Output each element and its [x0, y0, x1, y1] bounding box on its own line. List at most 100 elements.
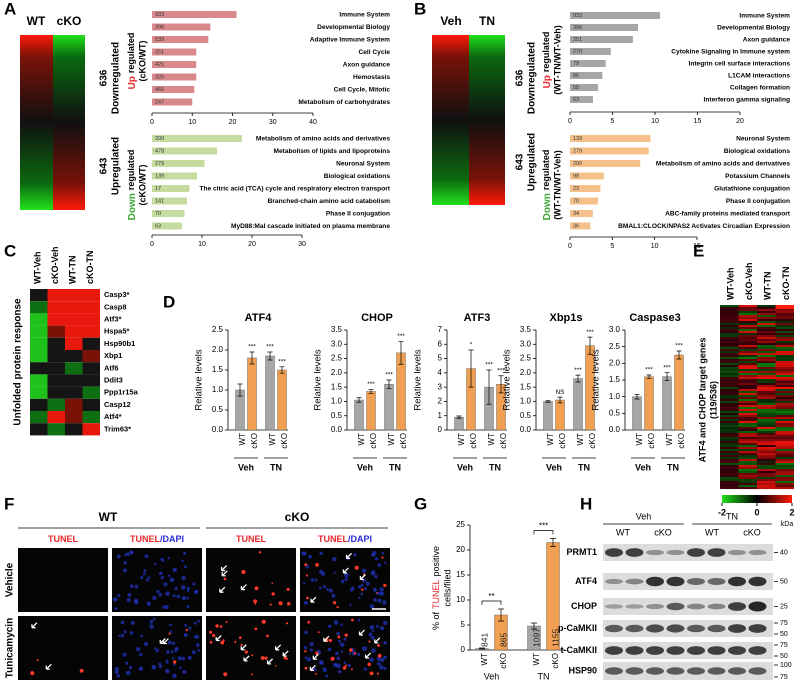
tunel-signal [168, 632, 171, 635]
arrow [310, 596, 317, 603]
nucleus [128, 665, 133, 670]
nucleus [309, 648, 313, 652]
heatmap-cell [738, 307, 757, 310]
nucleus [166, 650, 170, 654]
heatmap-cell [65, 398, 83, 411]
heatmap-cell [775, 441, 794, 444]
tunel-signal [351, 618, 354, 622]
heatmap-cell [775, 429, 794, 432]
tunel-signal [241, 570, 246, 575]
heatmap-column-label: TN [479, 14, 495, 28]
tunel-signal [330, 656, 335, 661]
heatmap-cell [738, 395, 757, 398]
y-axis-label: Relative levels [313, 349, 324, 410]
y-tick-label: 1.5 [212, 365, 224, 374]
heatmap-cell [65, 325, 83, 338]
bar-count: 70 [155, 211, 161, 217]
heatmap-cell [757, 473, 776, 476]
y-axis-label: Relative levels [413, 349, 424, 410]
heatmap-cell [30, 350, 48, 363]
heatmap-cell [65, 301, 83, 314]
tunel-signal [274, 665, 277, 667]
blot-band [687, 578, 705, 585]
bar [674, 354, 684, 431]
bar-count: 139 [573, 136, 582, 142]
nucleus [167, 557, 171, 560]
nucleus [129, 631, 134, 635]
significance-bracket [481, 600, 502, 605]
significance: *** [367, 381, 375, 388]
nucleus [336, 656, 341, 661]
blot-band [625, 604, 644, 609]
bar [632, 396, 642, 431]
bar [570, 24, 638, 31]
heatmap-cell [757, 467, 776, 470]
heatmap-cell [65, 289, 83, 302]
nucleus [327, 647, 332, 652]
heatmap-cell [757, 343, 776, 346]
heatmap-cell [738, 415, 757, 418]
y-tick-label: 0.5 [520, 411, 532, 420]
heatmap-cell [775, 407, 794, 410]
heatmap-cell [738, 393, 757, 396]
heatmap-cell [775, 333, 794, 336]
gene-label: Atf4* [104, 412, 122, 421]
heatmap-cell [720, 409, 739, 412]
heatmap-cell [720, 377, 739, 380]
nucleus [116, 554, 121, 559]
heatmap-cell [757, 483, 776, 486]
y-tick-label: 3.0 [520, 339, 532, 348]
nucleus [116, 674, 121, 678]
nucleus [363, 667, 368, 671]
y-axis-label: Unfolded protein response [13, 298, 24, 426]
nucleus [184, 623, 188, 627]
heatmap-cell [775, 313, 794, 316]
y-tick-label: 2.5 [609, 342, 621, 351]
blot-band [728, 624, 746, 633]
heatmap-cell [775, 469, 794, 472]
tunel-signal [344, 633, 348, 637]
heatmap-cell [757, 411, 776, 414]
nucleus [155, 648, 160, 653]
blot-band [666, 576, 685, 587]
significance: * [470, 342, 473, 349]
term-label: Immune System [339, 11, 390, 18]
arrow [345, 552, 352, 560]
heatmap-cell [738, 373, 757, 376]
heatmap-cell [775, 375, 794, 378]
heatmap-cell [757, 481, 776, 484]
heatmap-cell [775, 485, 794, 488]
heatmap-cell [757, 447, 776, 450]
heatmap-cell [720, 423, 739, 426]
group-label: Veh [635, 462, 651, 472]
heatmap-cell [82, 337, 100, 350]
heatmap-cell [775, 363, 794, 366]
nucleus [194, 589, 199, 593]
tunel-signal [368, 640, 371, 643]
heatmap-cell [775, 323, 794, 326]
blot-band [646, 603, 664, 610]
axis-label: Down regulated (WT-TN/WT-Veh) [541, 150, 562, 221]
tunel-signal [278, 601, 283, 606]
tunel-signal [185, 628, 188, 632]
heatmap-cell [720, 321, 739, 324]
heatmap-cell [720, 483, 739, 486]
heatmap-cell [775, 391, 794, 394]
heatmap-cell [775, 477, 794, 480]
heatmap-cell [720, 431, 739, 434]
nucleus [114, 667, 119, 672]
heatmap-cell [82, 423, 100, 436]
heatmap-cell [757, 359, 776, 362]
nucleus [125, 661, 129, 665]
axis-label-emphasis: Up [542, 75, 553, 88]
nucleus [347, 663, 351, 668]
arrow [240, 644, 247, 651]
heatmap-cell [775, 451, 794, 454]
heatmap-cell [757, 485, 776, 488]
bar [354, 399, 364, 431]
axis-label-line: (WT-TN/WT-Veh) [552, 150, 562, 220]
heatmap-cell [775, 447, 794, 450]
axis-label-text: regulated [541, 150, 551, 191]
heatmap-cell [720, 443, 739, 446]
